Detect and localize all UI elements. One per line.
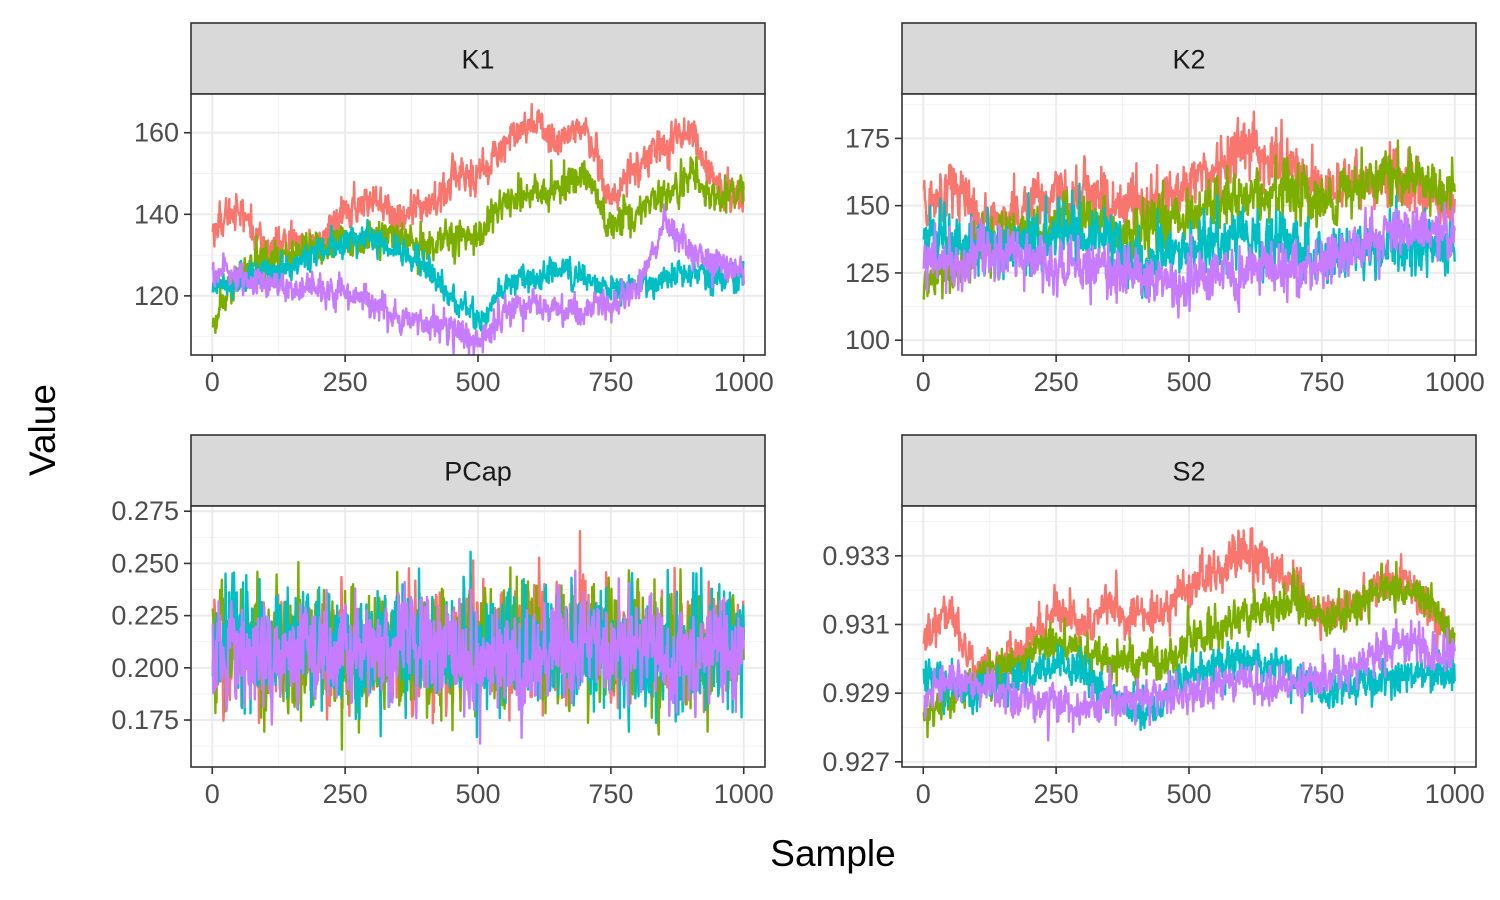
y-tick-label: 0.275 xyxy=(111,496,179,526)
y-tick-label: 0.927 xyxy=(822,747,890,777)
facet-panel-pcap: PCap 0 250 500 750 1000 0.175 0.200 0.225 0.250 0.… xyxy=(111,434,774,809)
facet-strip xyxy=(190,22,766,95)
x-tick-label: 750 xyxy=(588,779,633,809)
y-tick-label: 0.200 xyxy=(111,653,179,683)
facet-strip xyxy=(901,22,1477,95)
y-tick-label: 0.225 xyxy=(111,601,179,631)
series-line xyxy=(211,218,745,332)
x-tick-label: 750 xyxy=(588,367,633,397)
y-tick-label: 175 xyxy=(845,123,890,153)
y-tick-label: 120 xyxy=(134,281,179,311)
x-tick-label: 1000 xyxy=(1425,779,1485,809)
x-tick-label: 1000 xyxy=(1425,367,1485,397)
series-group xyxy=(211,102,745,355)
x-tick-label: 500 xyxy=(1166,779,1211,809)
facet-panel-k2: K2 0 250 500 750 1000 100 125 150 175 xyxy=(845,22,1485,397)
facet-strip-label: S2 xyxy=(1172,457,1205,487)
x-tick-label: 250 xyxy=(323,367,368,397)
series-line xyxy=(922,560,1456,739)
facet-strip-label: K2 xyxy=(1172,45,1205,75)
facet-strip xyxy=(901,434,1477,507)
x-tick-label: 250 xyxy=(1034,367,1079,397)
y-tick-label: 0.175 xyxy=(111,705,179,735)
x-tick-label: 0 xyxy=(205,779,220,809)
series-group xyxy=(211,530,745,751)
series-line xyxy=(922,201,1456,319)
series-group xyxy=(922,110,1456,319)
series-line xyxy=(211,102,745,270)
series-line xyxy=(211,569,745,745)
series-group xyxy=(922,527,1456,742)
y-tick-label: 125 xyxy=(845,258,890,288)
facet-panel-s2: S2 0 250 500 750 1000 0.927 0.929 0.931 0.933 xyxy=(822,434,1485,809)
x-tick-label: 500 xyxy=(1166,367,1211,397)
facet-panel-k1: K1 0 250 500 750 1000 120 140 160 xyxy=(134,22,774,397)
y-axis-title: Value xyxy=(22,384,63,476)
y-tick-label: 0.929 xyxy=(822,678,890,708)
y-tick-label: 0.931 xyxy=(822,609,890,639)
y-tick-label: 150 xyxy=(845,191,890,221)
series-line xyxy=(211,155,745,334)
x-tick-label: 1000 xyxy=(714,367,774,397)
x-tick-label: 250 xyxy=(323,779,368,809)
x-tick-label: 750 xyxy=(1299,367,1344,397)
x-tick-label: 0 xyxy=(916,367,931,397)
facet-strip-label: PCap xyxy=(444,457,512,487)
series-line xyxy=(922,139,1456,300)
facet-strip xyxy=(190,434,766,507)
x-tick-label: 1000 xyxy=(714,779,774,809)
y-tick-label: 100 xyxy=(845,325,890,355)
y-tick-label: 0.933 xyxy=(822,541,890,571)
x-tick-label: 250 xyxy=(1034,779,1079,809)
x-tick-label: 500 xyxy=(455,779,500,809)
x-tick-label: 750 xyxy=(1299,779,1344,809)
x-tick-label: 0 xyxy=(916,779,931,809)
facet-strip-label: K1 xyxy=(461,45,494,75)
y-tick-label: 140 xyxy=(134,199,179,229)
y-tick-label: 0.250 xyxy=(111,548,179,578)
series-line xyxy=(923,618,1456,742)
y-tick-label: 160 xyxy=(134,118,179,148)
x-tick-label: 500 xyxy=(455,367,500,397)
series-line xyxy=(211,203,745,355)
x-tick-label: 0 xyxy=(205,367,220,397)
x-axis-title: Sample xyxy=(770,833,895,874)
